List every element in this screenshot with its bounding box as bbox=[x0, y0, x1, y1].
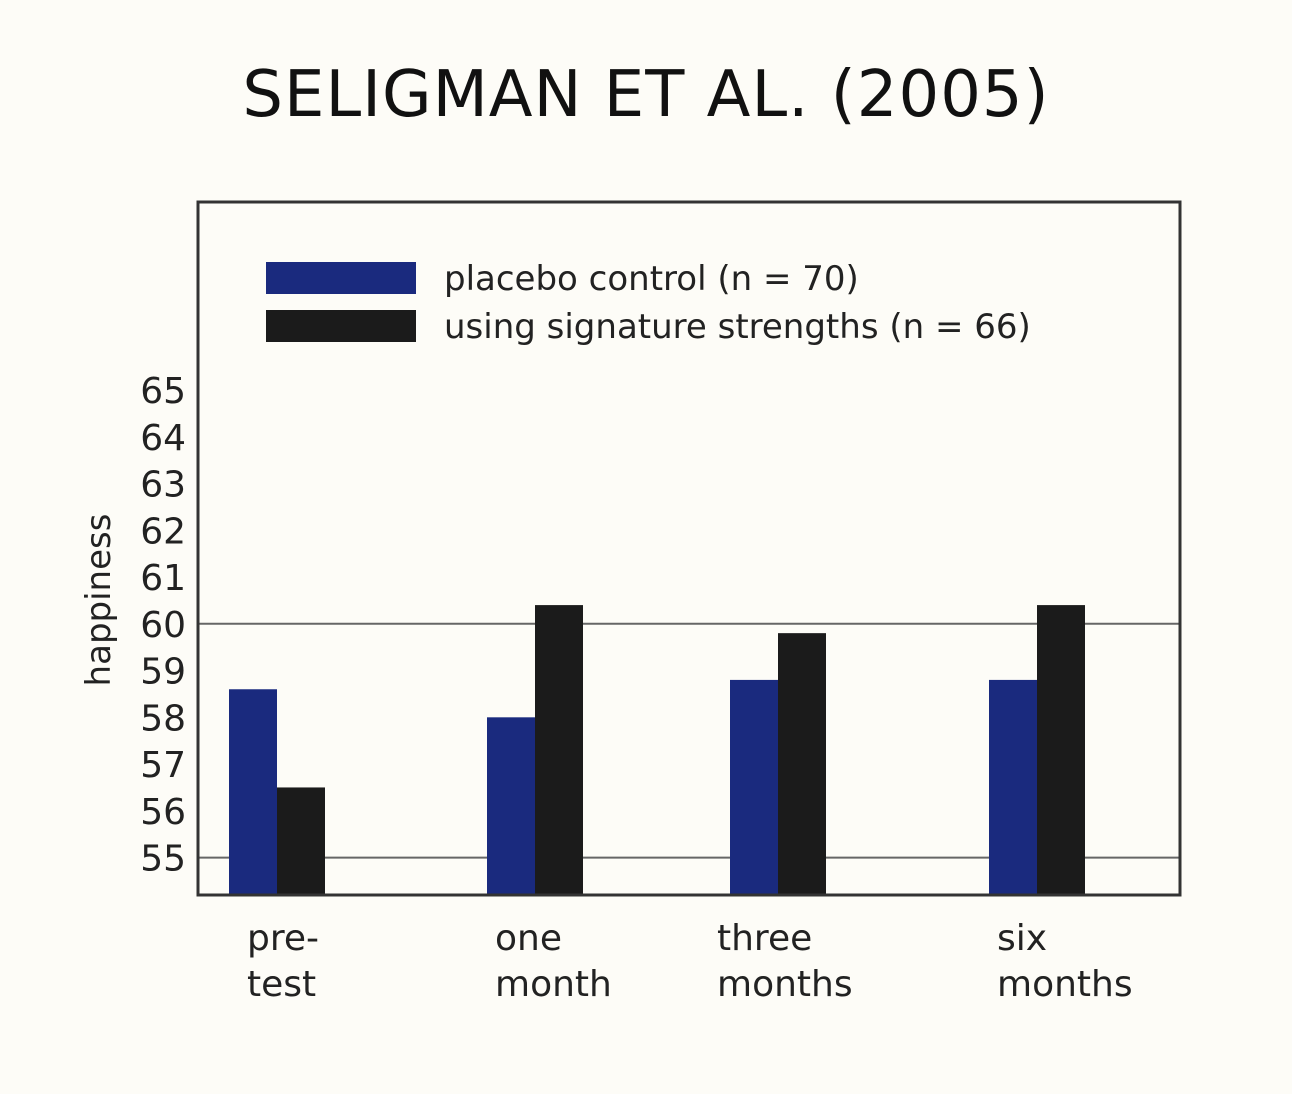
y-tick-label: 63 bbox=[140, 465, 186, 506]
x-category-label: six bbox=[997, 918, 1047, 959]
x-category-label: test bbox=[247, 964, 316, 1005]
bar-strengths-3 bbox=[1037, 605, 1085, 895]
bar-strengths-0 bbox=[277, 787, 325, 895]
plot-frame bbox=[196, 200, 1182, 897]
y-axis-label: happiness bbox=[79, 514, 119, 687]
x-category-label: months bbox=[997, 964, 1133, 1005]
legend: placebo control (n = 70) using signature … bbox=[266, 259, 1031, 347]
x-category-label: three bbox=[717, 918, 812, 959]
bar-placebo-2 bbox=[730, 679, 778, 895]
y-tick-label: 65 bbox=[140, 371, 186, 412]
legend-swatch bbox=[266, 262, 416, 294]
y-tick-label: 61 bbox=[140, 558, 186, 599]
y-tick-label: 60 bbox=[140, 605, 186, 646]
bar-strengths-2 bbox=[778, 633, 826, 895]
x-category-label: months bbox=[717, 964, 853, 1005]
y-tick-label: 57 bbox=[140, 745, 186, 786]
y-tick-label: 58 bbox=[140, 698, 186, 739]
x-category-label: pre- bbox=[247, 918, 319, 959]
bars bbox=[229, 605, 1085, 895]
x-category-labels: pre-test one month three months six months bbox=[247, 918, 1133, 1005]
bar-placebo-3 bbox=[989, 679, 1037, 895]
bar-strengths-1 bbox=[535, 605, 583, 895]
y-tick-label: 64 bbox=[140, 418, 186, 459]
x-category-label: one bbox=[495, 918, 562, 959]
bar-placebo-0 bbox=[229, 689, 277, 895]
y-tick-label: 59 bbox=[140, 652, 186, 693]
legend-label: placebo control (n = 70) bbox=[444, 259, 859, 299]
y-tick-labels: 55 56 57 58 59 60 61 62 63 64 65 bbox=[140, 371, 186, 880]
x-category-label: month bbox=[495, 964, 612, 1005]
legend-label: using signature strengths (n = 66) bbox=[444, 307, 1031, 347]
legend-swatch bbox=[266, 310, 416, 342]
y-tick-label: 56 bbox=[140, 792, 186, 833]
chart-title: SELIGMAN ET AL. (2005) bbox=[242, 58, 1050, 132]
y-tick-label: 55 bbox=[140, 839, 186, 880]
bar-placebo-1 bbox=[487, 717, 535, 895]
y-tick-label: 62 bbox=[140, 511, 186, 552]
